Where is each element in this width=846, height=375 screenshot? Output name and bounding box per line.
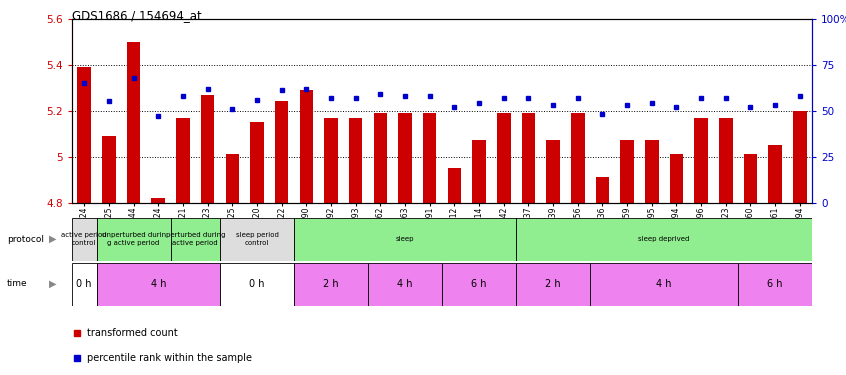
Bar — [72, 217, 96, 261]
Bar — [793, 111, 806, 202]
Text: ▶: ▶ — [49, 234, 57, 244]
Bar — [96, 262, 220, 306]
Bar — [250, 122, 264, 202]
Text: 4 h: 4 h — [398, 279, 413, 289]
Text: ▶: ▶ — [49, 279, 57, 289]
Bar — [176, 117, 190, 202]
Text: 6 h: 6 h — [767, 279, 783, 289]
Bar — [102, 136, 116, 202]
Bar — [620, 141, 634, 202]
Bar — [78, 67, 91, 203]
Bar — [448, 168, 461, 202]
Text: 2 h: 2 h — [323, 279, 338, 289]
Bar — [368, 262, 442, 306]
Bar — [201, 94, 214, 202]
Bar — [472, 141, 486, 202]
Bar — [151, 198, 165, 202]
Bar — [127, 42, 140, 203]
Text: time: time — [7, 279, 27, 288]
Text: unperturbed durin
g active period: unperturbed durin g active period — [102, 232, 166, 246]
Bar — [497, 113, 510, 202]
Text: sleep deprived: sleep deprived — [639, 236, 689, 242]
Bar — [695, 117, 708, 202]
Bar — [220, 262, 294, 306]
Bar — [547, 141, 560, 202]
Bar — [96, 217, 171, 261]
Text: percentile rank within the sample: percentile rank within the sample — [86, 353, 252, 363]
Bar — [768, 145, 782, 202]
Text: 6 h: 6 h — [471, 279, 486, 289]
Bar — [324, 117, 338, 202]
Text: 2 h: 2 h — [546, 279, 561, 289]
Bar — [374, 113, 387, 202]
Text: 0 h: 0 h — [250, 279, 265, 289]
Text: protocol: protocol — [7, 235, 44, 244]
Text: 4 h: 4 h — [656, 279, 672, 289]
Bar — [398, 113, 412, 202]
Bar — [294, 262, 368, 306]
Bar — [442, 262, 516, 306]
Bar — [596, 177, 609, 203]
Bar — [220, 217, 294, 261]
Text: transformed count: transformed count — [86, 328, 178, 339]
Bar — [719, 117, 733, 202]
Bar — [522, 113, 536, 202]
Text: sleep: sleep — [396, 236, 415, 242]
Bar — [171, 217, 220, 261]
Bar — [744, 154, 757, 203]
Text: GDS1686 / 154694_at: GDS1686 / 154694_at — [72, 9, 201, 22]
Bar — [72, 262, 96, 306]
Text: perturbed during
active period: perturbed during active period — [166, 232, 225, 246]
Bar — [590, 262, 738, 306]
Bar — [423, 113, 437, 202]
Text: active period
control: active period control — [62, 232, 107, 246]
Bar — [670, 154, 684, 203]
Bar — [516, 262, 590, 306]
Bar — [645, 141, 658, 202]
Bar — [299, 90, 313, 202]
Text: 0 h: 0 h — [76, 279, 92, 289]
Bar — [294, 217, 516, 261]
Bar — [516, 217, 812, 261]
Text: sleep period
control: sleep period control — [235, 232, 278, 246]
Text: 4 h: 4 h — [151, 279, 166, 289]
Bar — [275, 102, 288, 202]
Bar — [571, 113, 585, 202]
Bar — [349, 117, 362, 202]
Bar — [226, 154, 239, 203]
Bar — [738, 262, 812, 306]
